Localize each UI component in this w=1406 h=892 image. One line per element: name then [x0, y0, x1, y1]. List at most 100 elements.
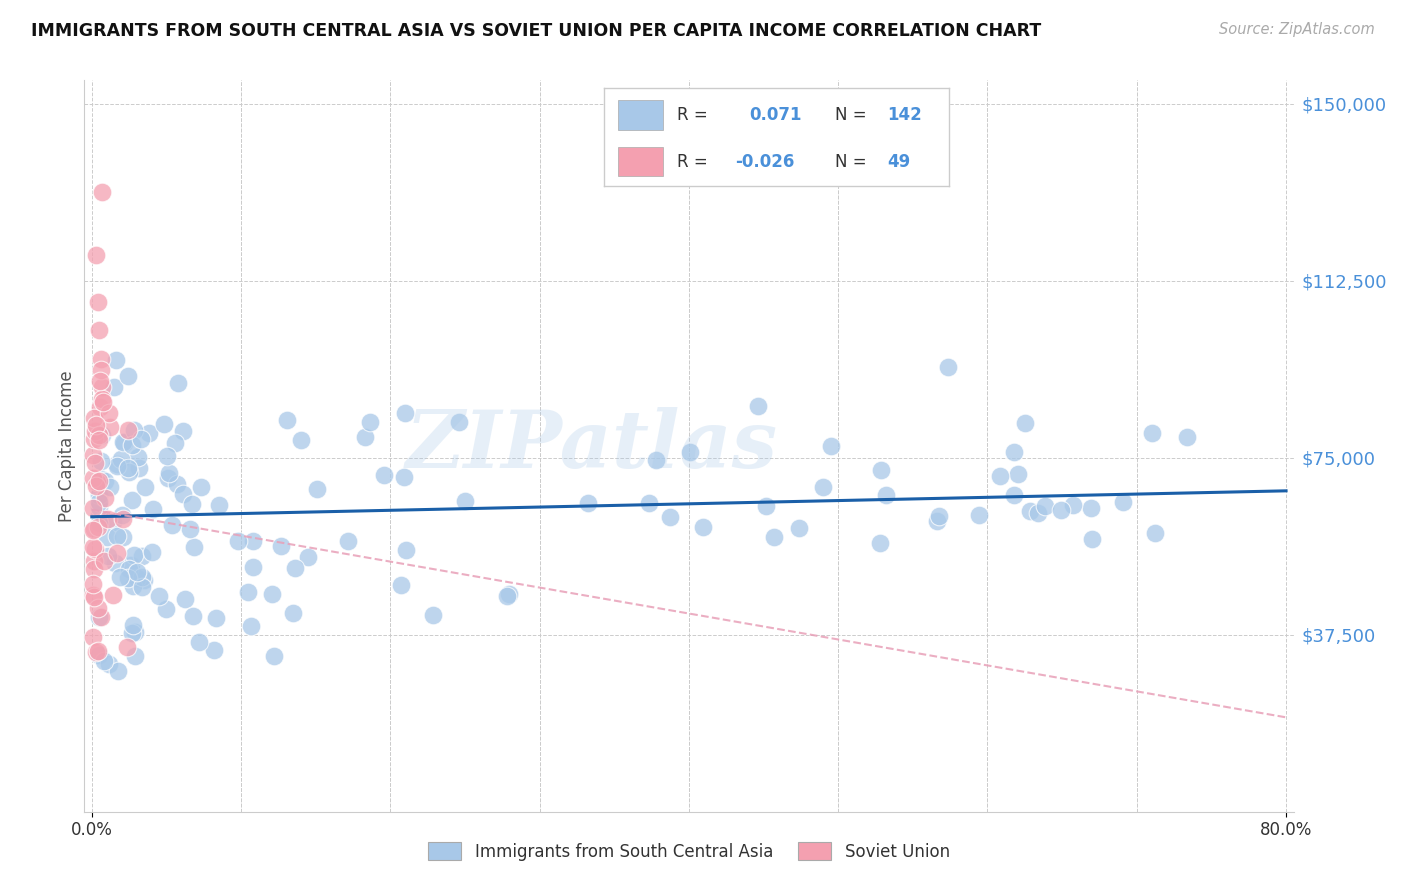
- Point: [928, 508, 950, 523]
- Point: [422, 608, 444, 623]
- Point: [105, 457, 128, 471]
- Point: [87, 295, 110, 310]
- Point: [125, 566, 148, 580]
- Point: [84, 248, 107, 262]
- Point: [89, 508, 111, 522]
- Point: [157, 471, 180, 485]
- Point: [94, 474, 117, 488]
- Point: [207, 498, 229, 512]
- Point: [117, 423, 139, 437]
- Point: [93, 554, 115, 568]
- Point: [638, 496, 661, 510]
- Point: [988, 468, 1011, 483]
- Point: [84, 645, 107, 659]
- Point: [290, 433, 312, 447]
- Point: [1002, 445, 1025, 459]
- Point: [111, 511, 134, 525]
- Point: [869, 536, 891, 550]
- Point: [373, 467, 395, 482]
- Point: [174, 592, 197, 607]
- Point: [89, 516, 111, 531]
- Point: [658, 509, 681, 524]
- Point: [1175, 430, 1198, 444]
- Point: [869, 463, 891, 477]
- Point: [89, 609, 111, 624]
- Point: [103, 380, 125, 394]
- Point: [359, 415, 381, 429]
- Point: [337, 533, 360, 548]
- Point: [394, 542, 416, 557]
- Point: [98, 657, 121, 671]
- Point: [167, 376, 190, 390]
- Point: [127, 571, 149, 585]
- Text: ZIPatlas: ZIPatlas: [406, 408, 779, 484]
- Point: [84, 456, 107, 470]
- Point: [117, 461, 139, 475]
- Point: [260, 587, 283, 601]
- Point: [118, 561, 141, 575]
- Point: [90, 186, 112, 200]
- Point: [86, 475, 108, 490]
- Point: [1002, 488, 1025, 502]
- Point: [228, 533, 250, 548]
- Point: [89, 474, 111, 488]
- Point: [128, 460, 150, 475]
- Point: [83, 411, 105, 425]
- Point: [496, 590, 519, 604]
- Point: [692, 520, 714, 534]
- Point: [763, 530, 786, 544]
- Point: [190, 480, 212, 494]
- Point: [117, 368, 139, 383]
- Point: [166, 476, 188, 491]
- Point: [925, 514, 948, 528]
- Point: [87, 520, 110, 534]
- Point: [134, 480, 156, 494]
- Point: [82, 523, 104, 537]
- Point: [83, 523, 105, 537]
- Text: IMMIGRANTS FROM SOUTH CENTRAL ASIA VS SOVIET UNION PER CAPITA INCOME CORRELATION: IMMIGRANTS FROM SOUTH CENTRAL ASIA VS SO…: [31, 22, 1042, 40]
- Point: [82, 630, 104, 644]
- Point: [117, 571, 139, 585]
- Point: [127, 450, 149, 464]
- Legend: Immigrants from South Central Asia, Soviet Union: Immigrants from South Central Asia, Sovi…: [419, 834, 959, 869]
- Point: [84, 541, 107, 556]
- Point: [100, 420, 122, 434]
- Point: [152, 417, 174, 431]
- Point: [454, 494, 477, 508]
- Point: [90, 427, 112, 442]
- Point: [787, 521, 810, 535]
- Point: [148, 589, 170, 603]
- Point: [122, 548, 145, 562]
- Point: [107, 664, 129, 678]
- Point: [89, 500, 111, 514]
- Point: [111, 435, 134, 450]
- Point: [82, 471, 104, 485]
- Point: [679, 445, 702, 459]
- Point: [645, 452, 668, 467]
- Point: [179, 522, 201, 536]
- Point: [82, 588, 104, 602]
- Point: [118, 465, 141, 479]
- Point: [121, 626, 143, 640]
- Point: [236, 585, 259, 599]
- Point: [90, 362, 112, 376]
- Point: [132, 573, 155, 587]
- Point: [110, 451, 132, 466]
- Point: [90, 472, 112, 486]
- Point: [112, 530, 135, 544]
- Point: [89, 323, 111, 337]
- Point: [90, 351, 112, 366]
- Point: [121, 438, 143, 452]
- Point: [811, 480, 834, 494]
- Point: [138, 426, 160, 441]
- Point: [1143, 525, 1166, 540]
- Point: [111, 508, 134, 522]
- Point: [747, 399, 769, 413]
- Point: [120, 558, 142, 572]
- Point: [93, 491, 115, 506]
- Point: [967, 508, 990, 522]
- Point: [1007, 467, 1029, 481]
- Point: [84, 425, 107, 439]
- Point: [131, 432, 153, 446]
- Point: [82, 541, 104, 555]
